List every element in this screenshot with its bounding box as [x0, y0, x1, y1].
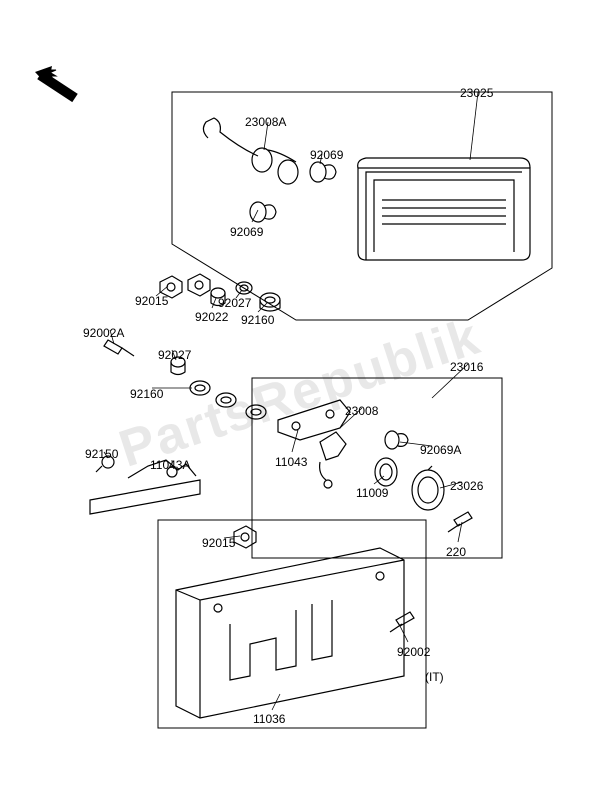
- part-label: 11043A: [150, 458, 190, 472]
- part-label: 220: [446, 545, 466, 559]
- exploded-diagram: [0, 0, 600, 785]
- part-label: 92027: [218, 296, 251, 310]
- direction-arrow: [35, 66, 75, 98]
- part-label: 11009: [356, 486, 388, 500]
- part-label: 92015: [202, 536, 235, 550]
- part-label: 23025: [460, 86, 493, 100]
- part-label: 92002A: [83, 326, 124, 340]
- part-label: 11036: [253, 712, 285, 726]
- part-label: 92002: [397, 645, 430, 659]
- license-plate: [176, 526, 414, 718]
- part-label: (IT): [425, 670, 444, 684]
- part-label: 92160: [241, 313, 274, 327]
- part-label: 92027: [158, 348, 191, 362]
- part-label: 23008: [345, 404, 378, 418]
- part-label: 92160: [130, 387, 163, 401]
- part-label: 23008A: [245, 115, 286, 129]
- part-label: 92150: [85, 447, 118, 461]
- leader-lines: [104, 92, 478, 710]
- part-label: 92015: [135, 294, 168, 308]
- part-label: 23016: [450, 360, 483, 374]
- part-label: 92069: [310, 148, 343, 162]
- taillight-group-box: [172, 92, 552, 320]
- part-label: 92069: [230, 225, 263, 239]
- part-label: 92069A: [420, 443, 461, 457]
- part-label: 92022: [195, 310, 228, 324]
- part-label: 11043: [275, 455, 307, 469]
- part-label: 23026: [450, 479, 483, 493]
